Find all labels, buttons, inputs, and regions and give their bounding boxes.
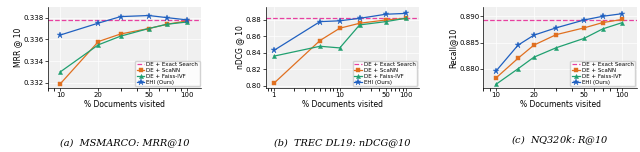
- X-axis label: % Documents visited: % Documents visited: [520, 100, 600, 109]
- DE + ScaNN: [163, 23, 171, 25]
- EHI (Ours): [530, 34, 538, 36]
- EHI (Ours): [183, 19, 191, 21]
- DE + ScaNN: [56, 83, 64, 85]
- DE + Faiss-IVF: [145, 28, 152, 29]
- DE + Faiss-IVF: [117, 35, 125, 37]
- DE + ScaNN: [530, 44, 538, 46]
- EHI (Ours): [514, 44, 522, 46]
- Line: DE + Faiss-IVF: DE + Faiss-IVF: [493, 21, 625, 87]
- DE + ScaNN: [402, 17, 410, 19]
- DE + ScaNN: [580, 27, 588, 29]
- DE + Faiss-IVF: [552, 47, 560, 49]
- DE + ScaNN: [145, 28, 152, 29]
- Y-axis label: nDCG @ 10: nDCG @ 10: [236, 26, 244, 69]
- EHI (Ours): [336, 20, 344, 22]
- Text: (b)  TREC DL19: nDCG@10: (b) TREC DL19: nDCG@10: [274, 138, 411, 147]
- DE + Faiss-IVF: [514, 68, 522, 70]
- EHI (Ours): [618, 13, 626, 15]
- Line: DE + Faiss-IVF: DE + Faiss-IVF: [272, 16, 408, 58]
- DE + ScaNN: [117, 33, 125, 35]
- EHI (Ours): [163, 17, 171, 19]
- Line: DE + ScaNN: DE + ScaNN: [272, 16, 408, 85]
- EHI (Ours): [95, 22, 102, 24]
- Line: EHI (Ours): EHI (Ours): [57, 12, 190, 38]
- EHI (Ours): [270, 49, 278, 51]
- Line: EHI (Ours): EHI (Ours): [271, 10, 409, 54]
- EHI (Ours): [402, 12, 410, 14]
- DE + Faiss-IVF: [95, 44, 102, 46]
- DE + ScaNN: [316, 40, 324, 41]
- DE + Faiss-IVF: [580, 37, 588, 39]
- Y-axis label: Recall@10: Recall@10: [449, 27, 458, 68]
- DE + Faiss-IVF: [336, 47, 344, 49]
- Text: (a)  MSMARCO: MRR@10: (a) MSMARCO: MRR@10: [60, 138, 189, 147]
- DE + Faiss-IVF: [618, 22, 626, 24]
- EHI (Ours): [56, 34, 64, 36]
- DE + Faiss-IVF: [382, 21, 390, 22]
- Text: (c)  NQ320$k$: R@10: (c) NQ320$k$: R@10: [511, 134, 609, 147]
- EHI (Ours): [117, 16, 125, 17]
- EHI (Ours): [492, 71, 500, 72]
- Line: DE + Faiss-IVF: DE + Faiss-IVF: [58, 20, 189, 74]
- DE + Faiss-IVF: [492, 84, 500, 85]
- DE + Faiss-IVF: [56, 71, 64, 73]
- DE + ScaNN: [514, 57, 522, 59]
- Legend: DE + Exact Search, DE + ScaNN, DE + Faiss-IVF, EHI (Ours): DE + Exact Search, DE + ScaNN, DE + Fais…: [135, 61, 200, 86]
- EHI (Ours): [145, 15, 152, 16]
- DE + ScaNN: [599, 22, 607, 24]
- Y-axis label: MRR @ 10: MRR @ 10: [13, 28, 22, 67]
- EHI (Ours): [382, 13, 390, 15]
- Legend: DE + Exact Search, DE + ScaNN, DE + Faiss-IVF, EHI (Ours): DE + Exact Search, DE + ScaNN, DE + Fais…: [570, 61, 635, 86]
- DE + ScaNN: [336, 27, 344, 29]
- Legend: DE + Exact Search, DE + ScaNN, DE + Faiss-IVF, EHI (Ours): DE + Exact Search, DE + ScaNN, DE + Fais…: [353, 61, 417, 86]
- DE + Faiss-IVF: [356, 24, 364, 26]
- DE + ScaNN: [618, 19, 626, 20]
- DE + Faiss-IVF: [163, 23, 171, 25]
- EHI (Ours): [580, 19, 588, 21]
- DE + Faiss-IVF: [270, 55, 278, 57]
- X-axis label: % Documents visited: % Documents visited: [302, 100, 383, 109]
- X-axis label: % Documents visited: % Documents visited: [84, 100, 165, 109]
- DE + Exact Search: [270, 17, 278, 19]
- EHI (Ours): [316, 21, 324, 22]
- Line: DE + ScaNN: DE + ScaNN: [58, 19, 189, 86]
- DE + Faiss-IVF: [316, 45, 324, 47]
- DE + ScaNN: [356, 22, 364, 24]
- DE + ScaNN: [270, 82, 278, 84]
- DE + ScaNN: [492, 77, 500, 79]
- EHI (Ours): [599, 15, 607, 17]
- DE + Faiss-IVF: [402, 17, 410, 19]
- DE + ScaNN: [95, 41, 102, 42]
- DE + Faiss-IVF: [530, 56, 538, 58]
- Line: DE + ScaNN: DE + ScaNN: [493, 17, 625, 80]
- DE + Faiss-IVF: [183, 21, 191, 23]
- DE + Faiss-IVF: [599, 28, 607, 30]
- DE + ScaNN: [382, 19, 390, 21]
- DE + Exact Search: [365, 19, 373, 21]
- DE + ScaNN: [552, 34, 560, 36]
- EHI (Ours): [552, 27, 560, 29]
- EHI (Ours): [356, 17, 364, 19]
- Line: EHI (Ours): EHI (Ours): [493, 10, 625, 74]
- DE + ScaNN: [183, 20, 191, 22]
